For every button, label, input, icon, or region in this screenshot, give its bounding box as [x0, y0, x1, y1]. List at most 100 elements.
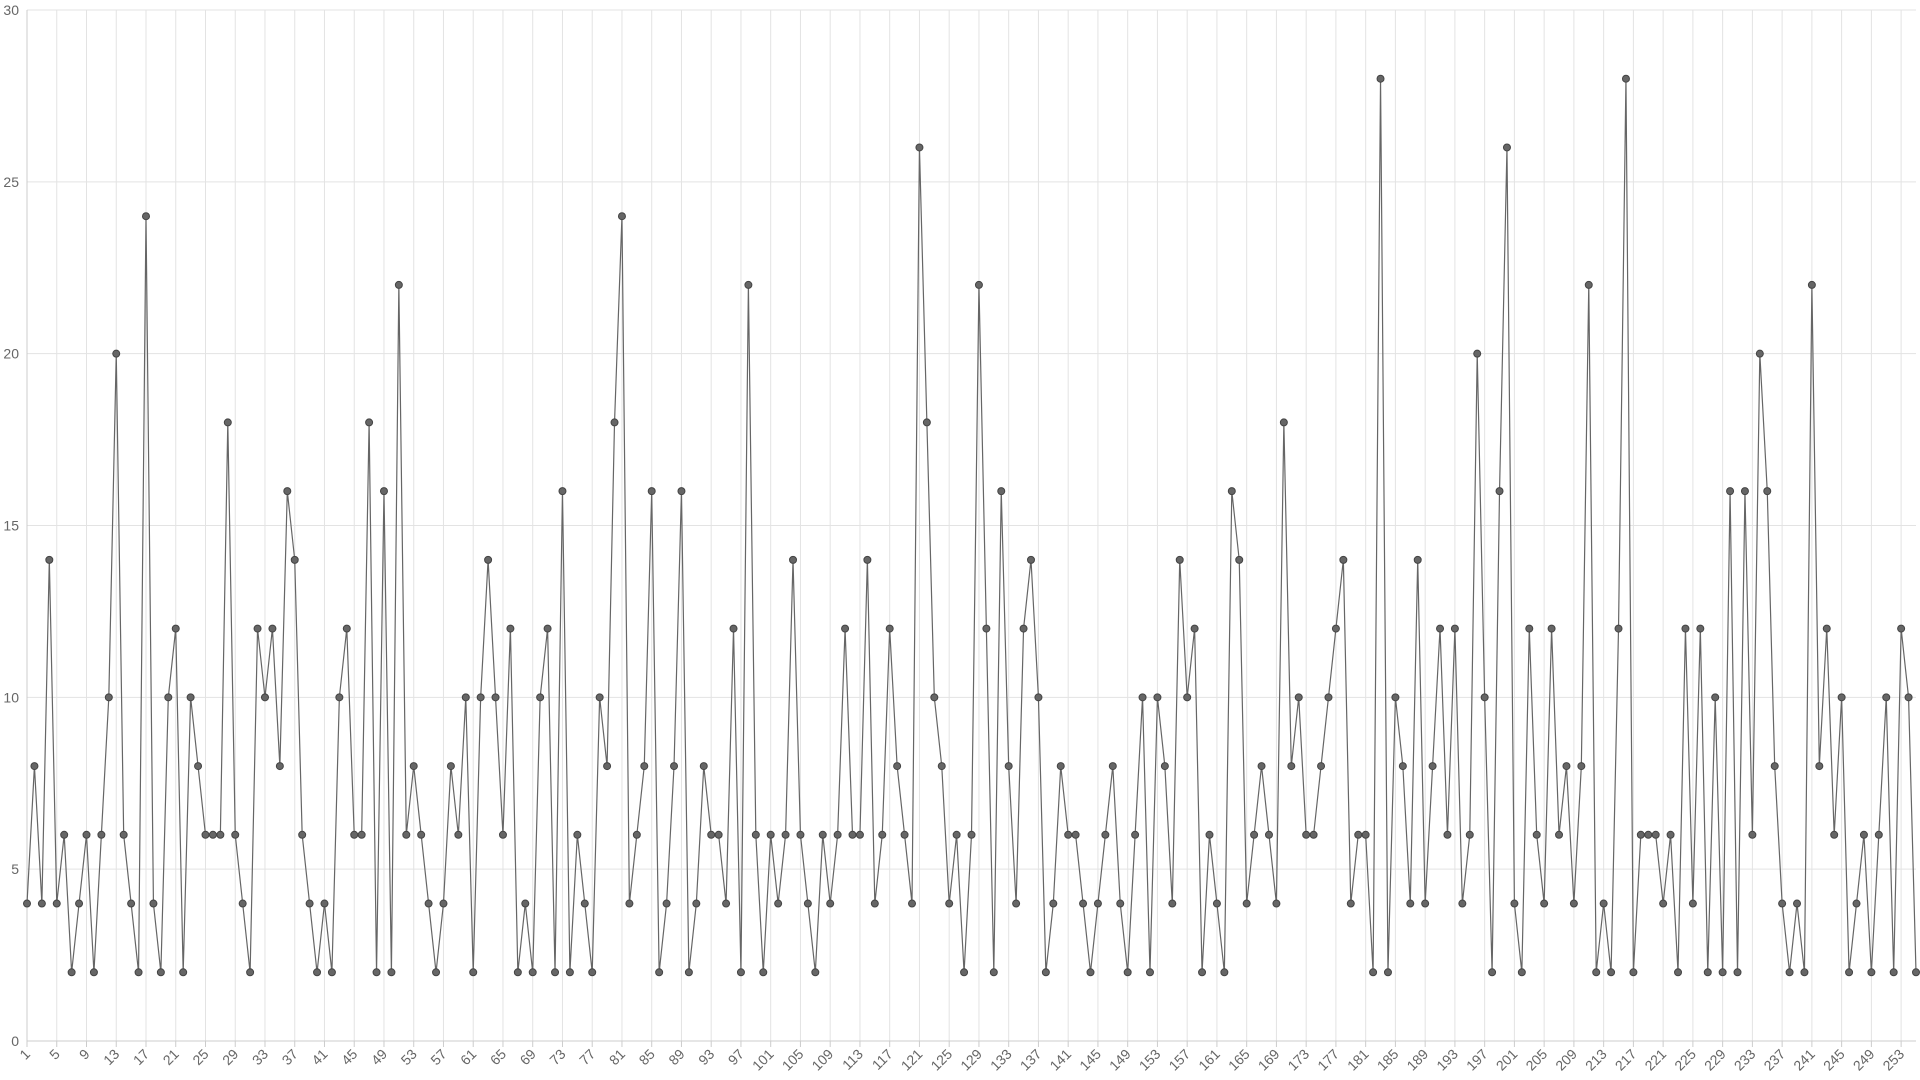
x-tick-label: 193 — [1433, 1046, 1461, 1074]
point — [692, 899, 701, 908]
point — [855, 830, 864, 839]
point — [216, 830, 225, 839]
point — [655, 968, 664, 977]
point — [989, 968, 998, 977]
point — [1733, 968, 1742, 977]
point — [1740, 487, 1749, 496]
point — [1882, 693, 1891, 702]
point — [1331, 624, 1340, 633]
point — [922, 418, 931, 427]
point — [967, 830, 976, 839]
x-tick-label: 69 — [517, 1046, 539, 1068]
point — [1450, 624, 1459, 633]
point — [1621, 74, 1630, 83]
point — [1711, 693, 1720, 702]
point — [1190, 624, 1199, 633]
x-tick-label: 173 — [1284, 1046, 1312, 1074]
point — [1436, 624, 1445, 633]
point — [707, 830, 716, 839]
point — [1555, 830, 1564, 839]
point — [893, 762, 902, 771]
point — [558, 487, 567, 496]
point — [863, 555, 872, 564]
point — [640, 762, 649, 771]
point — [722, 899, 731, 908]
point — [1346, 899, 1355, 908]
point — [350, 830, 359, 839]
point — [194, 762, 203, 771]
point — [1004, 762, 1013, 771]
x-tick-label: 185 — [1374, 1046, 1402, 1074]
x-tick-label: 129 — [957, 1046, 985, 1074]
point — [141, 212, 150, 221]
point — [246, 968, 255, 977]
point — [60, 830, 69, 839]
point — [774, 899, 783, 908]
point — [699, 762, 708, 771]
x-tick-label: 77 — [576, 1046, 598, 1068]
point — [960, 968, 969, 977]
point — [424, 899, 433, 908]
point — [1064, 830, 1073, 839]
point — [1688, 899, 1697, 908]
point — [930, 693, 939, 702]
x-tick-label: 149 — [1106, 1046, 1134, 1074]
point — [736, 968, 745, 977]
point — [1681, 624, 1690, 633]
point — [1361, 830, 1370, 839]
point — [1145, 968, 1154, 977]
point — [1785, 968, 1794, 977]
point — [1198, 968, 1207, 977]
x-tick-label: 209 — [1552, 1046, 1580, 1074]
point — [1383, 968, 1392, 977]
point — [937, 762, 946, 771]
point — [365, 418, 374, 427]
point — [305, 899, 314, 908]
point — [439, 899, 448, 908]
x-tick-label: 57 — [427, 1046, 449, 1068]
point — [1465, 830, 1474, 839]
point — [1867, 968, 1876, 977]
point — [1101, 830, 1110, 839]
point — [1599, 899, 1608, 908]
x-tick-label: 13 — [100, 1046, 122, 1068]
point — [97, 830, 106, 839]
point — [1726, 487, 1735, 496]
point — [1874, 830, 1883, 839]
x-tick-label: 133 — [987, 1046, 1015, 1074]
point — [1294, 693, 1303, 702]
point — [379, 487, 388, 496]
point — [1562, 762, 1571, 771]
point — [1317, 762, 1326, 771]
y-tick-label: 15 — [3, 518, 19, 534]
point — [670, 762, 679, 771]
point — [1480, 693, 1489, 702]
point — [662, 899, 671, 908]
point — [1376, 74, 1385, 83]
x-tick-label: 197 — [1463, 1046, 1491, 1074]
point — [208, 830, 217, 839]
x-tick-label: 137 — [1017, 1046, 1045, 1074]
point — [1123, 968, 1132, 977]
point — [1614, 624, 1623, 633]
point — [1629, 968, 1638, 977]
x-tick-label: 169 — [1255, 1046, 1283, 1074]
point — [283, 487, 292, 496]
point — [1525, 624, 1534, 633]
point — [1488, 968, 1497, 977]
point — [446, 762, 455, 771]
x-tick-label: 85 — [636, 1046, 658, 1068]
point — [915, 143, 924, 152]
x-tick-label: 93 — [695, 1046, 717, 1068]
point — [171, 624, 180, 633]
point — [1242, 899, 1251, 908]
x-tick-label: 205 — [1522, 1046, 1550, 1074]
point — [1696, 624, 1705, 633]
x-tick-label: 25 — [189, 1046, 211, 1068]
point — [1807, 280, 1816, 289]
x-tick-label: 253 — [1879, 1046, 1907, 1074]
x-tick-label: 33 — [249, 1046, 271, 1068]
point — [1822, 624, 1831, 633]
point — [402, 830, 411, 839]
point — [900, 830, 909, 839]
